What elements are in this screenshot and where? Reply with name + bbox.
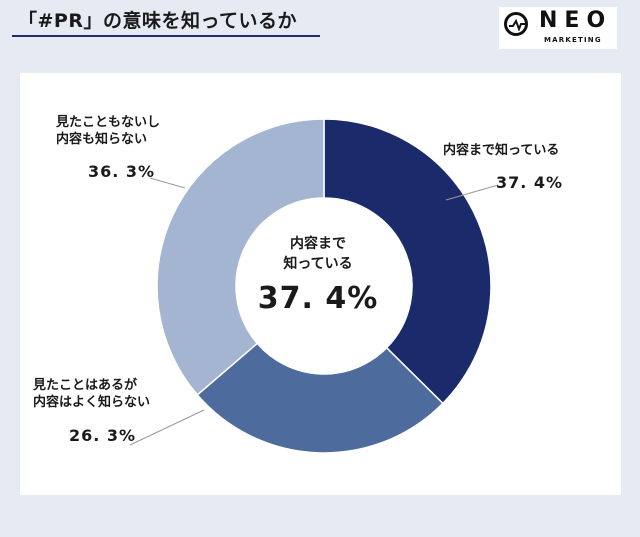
center-label-line2: 知っている: [283, 256, 353, 272]
neo-marketing-logo: NEO MARKETING: [499, 7, 617, 49]
center-label-line1: 内容まで: [290, 236, 346, 252]
label-seen-line2: 内容はよく知らない: [33, 395, 151, 410]
leader-line-seen: [129, 409, 205, 446]
slice-never-seen: [156, 118, 325, 396]
page-title: 「#PR」の意味を知っているか: [18, 10, 298, 32]
center-label: 内容まで 知っている: [258, 234, 378, 274]
pct-known: 37. 4%: [496, 173, 564, 192]
logo-subtitle: MARKETING: [544, 36, 602, 44]
pct-seen: 26. 3%: [69, 426, 137, 445]
logo-mark-icon: [504, 12, 528, 36]
label-never-line2: 内容も知らない: [56, 132, 148, 147]
logo-name: NEO: [539, 8, 613, 33]
label-never-line1: 見たこともないし: [56, 115, 161, 130]
leader-line-known: [445, 184, 499, 201]
slice-seen-not-understood: [196, 342, 444, 454]
slice-known: [323, 118, 492, 405]
center-value: 37. 4%: [257, 281, 379, 316]
label-known: 内容まで知っている: [443, 143, 560, 158]
label-seen-line1: 見たことはあるが: [33, 378, 138, 393]
title-underline: [12, 35, 320, 37]
leader-line-never: [149, 177, 186, 189]
pct-never: 36. 3%: [88, 162, 156, 181]
